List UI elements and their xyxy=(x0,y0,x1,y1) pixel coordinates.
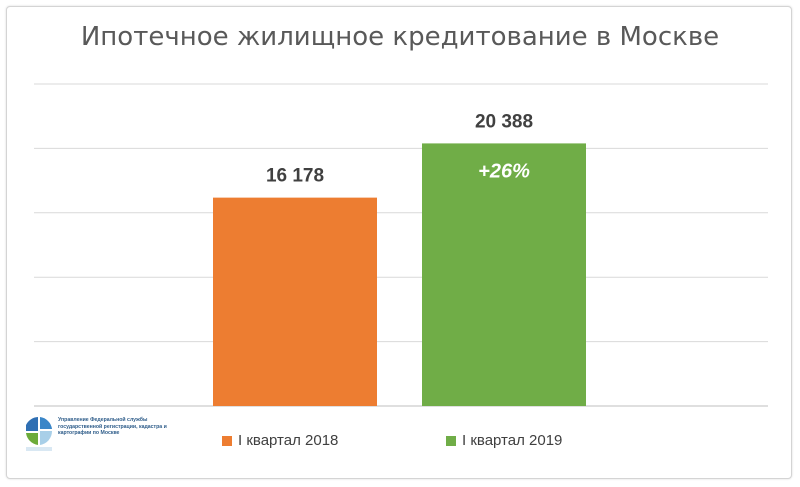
legend-swatch-green xyxy=(446,435,456,446)
data-label-2018: 16 178 xyxy=(266,166,324,187)
legend-item-2018: I квартал 2018 xyxy=(222,432,338,449)
data-label-2019: 20 388 xyxy=(475,111,533,132)
legend-swatch-orange xyxy=(222,435,232,446)
rosreestr-emblem-icon xyxy=(26,417,53,451)
rosreestr-logo: Управление Федеральной службы государств… xyxy=(22,413,172,463)
growth-annotation: +26% xyxy=(478,160,530,182)
chart-legend: I квартал 2018 I квартал 2019 xyxy=(0,432,800,454)
bar-2018 xyxy=(213,197,377,406)
legend-item-2019: I квартал 2019 xyxy=(446,432,562,449)
logo-text: Управление Федеральной службы государств… xyxy=(58,417,167,436)
chart-frame xyxy=(6,6,792,479)
bar-2019 xyxy=(422,143,586,406)
legend-label-2019: I квартал 2019 xyxy=(462,432,563,449)
legend-label-2018: I квартал 2018 xyxy=(238,432,339,449)
chart-title: Ипотечное жилищное кредитование в Москве xyxy=(80,22,720,52)
